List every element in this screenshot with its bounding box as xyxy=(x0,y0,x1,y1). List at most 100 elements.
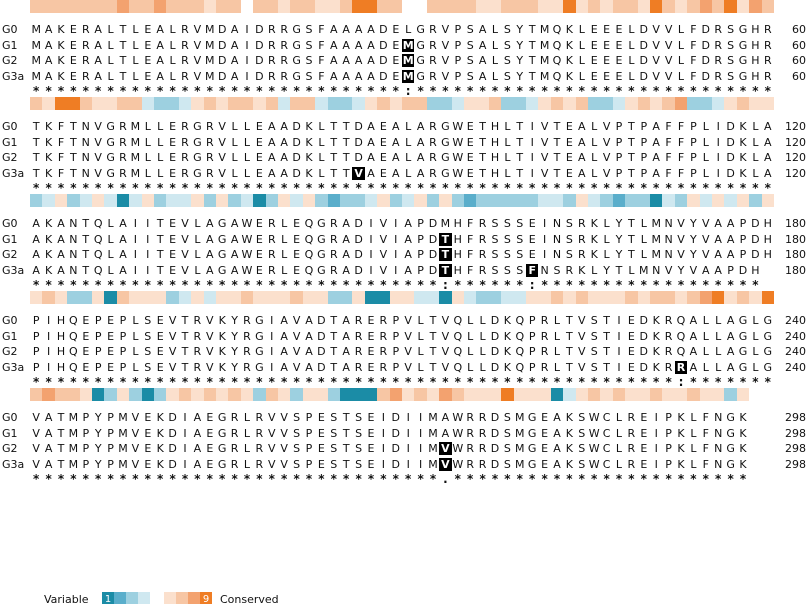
consensus-symbol: . xyxy=(443,472,448,486)
residue: I xyxy=(530,120,534,133)
residue: I xyxy=(270,360,274,374)
consensus-symbol: * xyxy=(355,375,362,389)
residue: G xyxy=(416,54,425,67)
residue: D xyxy=(490,426,500,440)
residue: D xyxy=(490,329,500,343)
consensus-symbol: * xyxy=(454,375,461,389)
residue: S xyxy=(578,426,586,440)
conservation-cell xyxy=(216,97,229,110)
residue: L xyxy=(578,23,585,36)
consensus-symbol: * xyxy=(206,278,213,292)
consensus-symbol: * xyxy=(628,181,635,195)
consensus-symbol: * xyxy=(281,278,288,292)
consensus-symbol: * xyxy=(615,375,623,389)
conservation-cell xyxy=(402,291,415,304)
residue: V xyxy=(404,329,412,343)
residue: H xyxy=(490,166,500,180)
residue: E xyxy=(82,314,90,327)
residue: V xyxy=(131,457,140,471)
legend-swatch-6 xyxy=(164,592,176,604)
residue: T xyxy=(82,263,90,277)
residue: L xyxy=(132,54,139,67)
residue: D xyxy=(317,345,326,358)
conservation-cell xyxy=(154,194,167,207)
position-number: 298 xyxy=(785,426,806,440)
residue: E xyxy=(565,151,573,164)
consensus-symbol: * xyxy=(281,375,288,389)
conservation-cell xyxy=(302,388,316,401)
residue: A xyxy=(32,232,40,246)
residue: L xyxy=(578,54,585,67)
residue: L xyxy=(715,314,722,327)
conservation-cell xyxy=(625,0,638,13)
residue: V xyxy=(280,426,288,440)
residue: I xyxy=(381,457,385,471)
residue: L xyxy=(157,151,164,164)
residue: R xyxy=(379,345,388,358)
residue: E xyxy=(144,38,152,52)
residue: Q xyxy=(304,248,314,261)
conservation-cell xyxy=(600,97,614,110)
residue: H xyxy=(490,151,500,164)
residue: A xyxy=(230,54,239,67)
row-label: G0 xyxy=(2,314,18,327)
consensus-symbol: * xyxy=(690,472,697,486)
residue: T xyxy=(628,232,635,246)
residue: A xyxy=(330,54,338,67)
conservation-cell xyxy=(352,388,366,401)
row-label: G1 xyxy=(2,232,18,246)
residue: D xyxy=(639,314,649,327)
consensus-symbol: * xyxy=(566,84,573,98)
conservation-cell xyxy=(178,97,192,110)
residue: V xyxy=(168,329,177,343)
conservation-cell xyxy=(501,97,514,110)
consensus-symbol: * xyxy=(330,472,337,486)
conservation-cell xyxy=(464,0,477,13)
consensus-symbol: * xyxy=(628,375,635,389)
residue: L xyxy=(243,120,251,133)
alignment-block: G0 P I H Q E P E P L S E V T R V K Y R G I A V A D T A R E R P V L T V Q L L D… xyxy=(0,291,809,388)
conservation-cell xyxy=(30,194,43,207)
conservation-cell xyxy=(501,0,514,13)
residue: A xyxy=(32,248,40,261)
residue: F xyxy=(57,166,65,180)
residue: R xyxy=(280,23,289,36)
residue: V xyxy=(578,314,586,327)
conservation-cell xyxy=(674,97,688,110)
conservation-cell xyxy=(191,194,204,207)
residue: F xyxy=(57,135,65,149)
residue: I xyxy=(418,426,423,440)
conservation-cell xyxy=(513,97,527,110)
consensus-symbol: * xyxy=(305,84,313,98)
residue: Q xyxy=(515,345,525,358)
residue: D xyxy=(255,23,264,36)
residue: Q xyxy=(69,314,78,327)
position-number: 120 xyxy=(785,120,806,133)
conservation-cell xyxy=(513,388,527,401)
residue: R xyxy=(280,38,289,52)
residue: V xyxy=(540,135,549,149)
residue: L xyxy=(467,360,474,374)
residue: I xyxy=(406,411,410,424)
consensus-symbol: * xyxy=(169,375,176,389)
consensus-symbol: * xyxy=(429,84,437,98)
residue: T xyxy=(70,151,77,164)
residue: E xyxy=(144,426,152,440)
residue: A xyxy=(119,248,127,261)
residue: P xyxy=(119,345,127,358)
residue: Q xyxy=(93,263,103,277)
residue: E xyxy=(541,426,549,440)
consensus-symbol: * xyxy=(727,181,734,195)
consensus-symbol: * xyxy=(541,181,548,195)
residue: A xyxy=(416,166,425,180)
residue: E xyxy=(169,135,177,149)
consensus-symbol: * xyxy=(33,375,40,389)
conservation-cell xyxy=(488,388,502,401)
conservation-cell xyxy=(650,0,663,13)
residue: T xyxy=(603,360,610,374)
residue: M xyxy=(68,411,79,424)
residue: F xyxy=(318,23,325,36)
